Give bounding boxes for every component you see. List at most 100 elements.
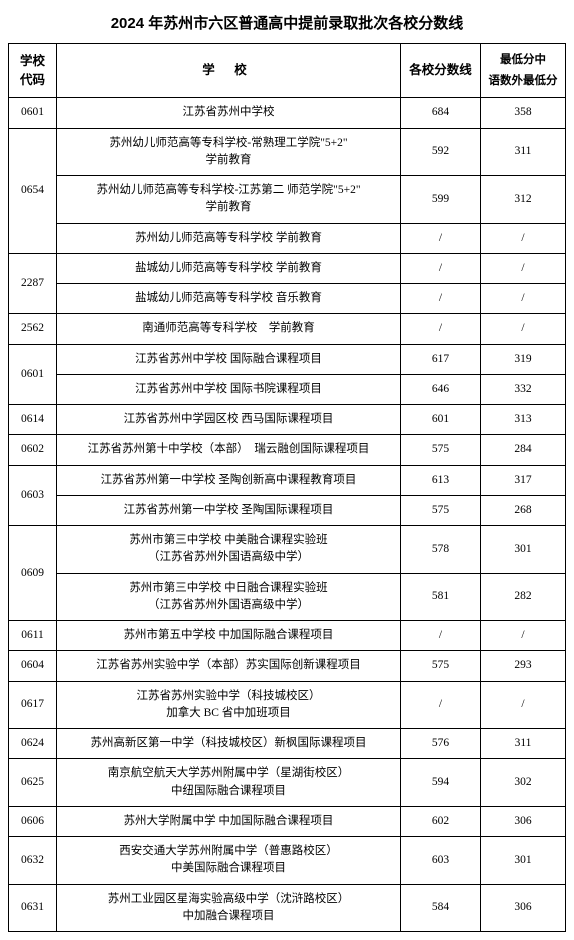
cell-school: 苏州市第三中学校 中日融合课程实验班（江苏省苏州外国语高级中学）: [57, 573, 401, 621]
cell-min: 301: [481, 526, 566, 574]
cell-min: 358: [481, 98, 566, 128]
cell-code: 0604: [9, 651, 57, 681]
cell-school: 苏州高新区第一中学（科技城校区）新枫国际课程项目: [57, 729, 401, 759]
cell-score: 576: [401, 729, 481, 759]
table-row: 江苏省苏州第一中学校 圣陶国际课程项目575268: [9, 495, 566, 525]
table-row: 苏州市第三中学校 中日融合课程实验班（江苏省苏州外国语高级中学）581282: [9, 573, 566, 621]
cell-min: 317: [481, 465, 566, 495]
cell-score: /: [401, 314, 481, 344]
cell-code: 0603: [9, 465, 57, 526]
cell-min: 311: [481, 729, 566, 759]
cell-min: 282: [481, 573, 566, 621]
header-code: 学校代码: [9, 44, 57, 98]
cell-school: 苏州幼儿师范高等专科学校-常熟理工学院"5+2"学前教育: [57, 128, 401, 176]
cell-score: /: [401, 253, 481, 283]
table-row: 盐城幼儿师范高等专科学校 音乐教育//: [9, 284, 566, 314]
cell-score: 617: [401, 344, 481, 374]
cell-school: 江苏省苏州中学校 国际书院课程项目: [57, 374, 401, 404]
table-row: 0603江苏省苏州第一中学校 圣陶创新高中课程教育项目613317: [9, 465, 566, 495]
cell-code: 2562: [9, 314, 57, 344]
cell-school: 江苏省苏州中学园区校 西马国际课程项目: [57, 405, 401, 435]
cell-score: 684: [401, 98, 481, 128]
cell-school: 苏州幼儿师范高等专科学校-江苏第二 师范学院"5+2"学前教育: [57, 176, 401, 224]
table-row: 0624苏州高新区第一中学（科技城校区）新枫国际课程项目576311: [9, 729, 566, 759]
cell-school: 江苏省苏州第十中学校（本部） 瑞云融创国际课程项目: [57, 435, 401, 465]
cell-school: 盐城幼儿师范高等专科学校 学前教育: [57, 253, 401, 283]
cell-code: 0601: [9, 98, 57, 128]
cell-score: 646: [401, 374, 481, 404]
header-min: 最低分中语数外最低分: [481, 44, 566, 98]
table-row: 苏州幼儿师范高等专科学校 学前教育//: [9, 223, 566, 253]
cell-code: 0602: [9, 435, 57, 465]
table-row: 0606苏州大学附属中学 中加国际融合课程项目602306: [9, 806, 566, 836]
cell-code: 2287: [9, 253, 57, 314]
table-row: 0609苏州市第三中学校 中美融合课程实验班（江苏省苏州外国语高级中学）5783…: [9, 526, 566, 574]
header-school: 学 校: [57, 44, 401, 98]
cell-min: /: [481, 253, 566, 283]
cell-code: 0601: [9, 344, 57, 405]
cell-school: 南京航空航天大学苏州附属中学（星湖街校区）中纽国际融合课程项目: [57, 759, 401, 807]
table-row: 0617江苏省苏州实验中学（科技城校区）加拿大 BC 省中加班项目//: [9, 681, 566, 729]
cell-school: 苏州大学附属中学 中加国际融合课程项目: [57, 806, 401, 836]
cell-score: /: [401, 284, 481, 314]
cell-score: /: [401, 621, 481, 651]
table-header-row: 学校代码 学 校 各校分数线 最低分中语数外最低分: [9, 44, 566, 98]
table-body: 0601江苏省苏州中学校6843580654苏州幼儿师范高等专科学校-常熟理工学…: [9, 98, 566, 932]
cell-score: 592: [401, 128, 481, 176]
cell-score: 594: [401, 759, 481, 807]
cell-min: /: [481, 681, 566, 729]
cell-code: 0632: [9, 837, 57, 885]
page-title: 2024 年苏州市六区普通高中提前录取批次各校分数线: [8, 12, 566, 33]
cell-code: 0624: [9, 729, 57, 759]
cell-code: 0617: [9, 681, 57, 729]
cell-school: 南通师范高等专科学校 学前教育: [57, 314, 401, 344]
cell-min: 312: [481, 176, 566, 224]
cell-code: 0606: [9, 806, 57, 836]
cell-min: 306: [481, 806, 566, 836]
table-row: 0602江苏省苏州第十中学校（本部） 瑞云融创国际课程项目575284: [9, 435, 566, 465]
cell-score: 602: [401, 806, 481, 836]
table-row: 2562南通师范高等专科学校 学前教育//: [9, 314, 566, 344]
table-row: 苏州幼儿师范高等专科学校-江苏第二 师范学院"5+2"学前教育599312: [9, 176, 566, 224]
cell-code: 0625: [9, 759, 57, 807]
table-row: 0625南京航空航天大学苏州附属中学（星湖街校区）中纽国际融合课程项目59430…: [9, 759, 566, 807]
cell-score: 613: [401, 465, 481, 495]
cell-code: 0611: [9, 621, 57, 651]
table-row: 0601江苏省苏州中学校 国际融合课程项目617319: [9, 344, 566, 374]
cell-score: 575: [401, 495, 481, 525]
cell-min: 284: [481, 435, 566, 465]
cell-school: 苏州市第三中学校 中美融合课程实验班（江苏省苏州外国语高级中学）: [57, 526, 401, 574]
cell-score: 601: [401, 405, 481, 435]
cell-min: /: [481, 223, 566, 253]
cell-code: 0631: [9, 884, 57, 932]
table-row: 0611苏州市第五中学校 中加国际融合课程项目//: [9, 621, 566, 651]
table-row: 0654苏州幼儿师范高等专科学校-常熟理工学院"5+2"学前教育592311: [9, 128, 566, 176]
cell-min: 306: [481, 884, 566, 932]
cell-code: 0609: [9, 526, 57, 621]
cell-min: 311: [481, 128, 566, 176]
cell-min: 313: [481, 405, 566, 435]
cell-min: 332: [481, 374, 566, 404]
cell-score: 599: [401, 176, 481, 224]
cell-min: 301: [481, 837, 566, 885]
cell-school: 江苏省苏州第一中学校 圣陶国际课程项目: [57, 495, 401, 525]
cell-code: 0614: [9, 405, 57, 435]
cell-school: 盐城幼儿师范高等专科学校 音乐教育: [57, 284, 401, 314]
cell-score: 575: [401, 435, 481, 465]
cell-min: 268: [481, 495, 566, 525]
table-row: 江苏省苏州中学校 国际书院课程项目646332: [9, 374, 566, 404]
cell-score: 603: [401, 837, 481, 885]
cell-min: /: [481, 621, 566, 651]
cell-school: 西安交通大学苏州附属中学（普惠路校区）中美国际融合课程项目: [57, 837, 401, 885]
cell-school: 江苏省苏州实验中学（科技城校区）加拿大 BC 省中加班项目: [57, 681, 401, 729]
cell-school: 苏州市第五中学校 中加国际融合课程项目: [57, 621, 401, 651]
cell-school: 江苏省苏州中学校 国际融合课程项目: [57, 344, 401, 374]
score-table: 学校代码 学 校 各校分数线 最低分中语数外最低分 0601江苏省苏州中学校68…: [8, 43, 566, 932]
cell-min: /: [481, 284, 566, 314]
cell-score: 581: [401, 573, 481, 621]
cell-school: 江苏省苏州实验中学（本部）苏实国际创新课程项目: [57, 651, 401, 681]
table-row: 0601江苏省苏州中学校684358: [9, 98, 566, 128]
table-row: 0614江苏省苏州中学园区校 西马国际课程项目601313: [9, 405, 566, 435]
cell-min: 302: [481, 759, 566, 807]
cell-min: 319: [481, 344, 566, 374]
